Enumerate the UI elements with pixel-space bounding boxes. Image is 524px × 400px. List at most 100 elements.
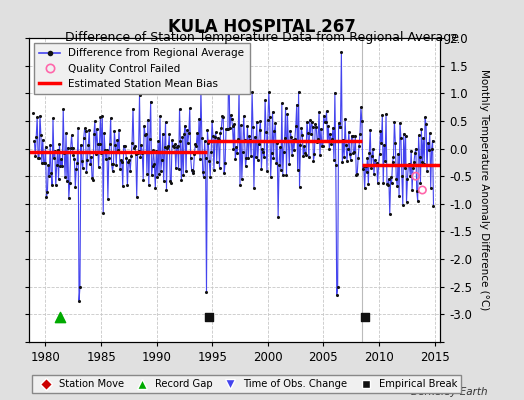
Point <box>323 138 332 144</box>
Point <box>358 166 367 172</box>
Point <box>310 151 319 158</box>
Point <box>259 149 267 156</box>
Point <box>150 161 159 167</box>
Point <box>82 169 91 175</box>
Point <box>144 117 152 123</box>
Point <box>297 124 305 131</box>
Point <box>307 131 315 138</box>
Point <box>414 132 423 139</box>
Point <box>205 314 213 320</box>
Point <box>375 161 383 168</box>
Point <box>370 157 379 163</box>
Point <box>211 134 219 140</box>
Point <box>176 106 184 112</box>
Point <box>343 157 351 164</box>
Point <box>46 142 54 148</box>
Point <box>117 157 125 163</box>
Point <box>279 171 287 178</box>
Point <box>58 163 67 170</box>
Point <box>340 154 348 160</box>
Point <box>32 134 40 140</box>
Point <box>102 156 110 162</box>
Point <box>282 172 291 178</box>
Point <box>390 118 399 125</box>
Point <box>273 140 281 146</box>
Point <box>76 284 84 290</box>
Point <box>143 170 151 177</box>
Point <box>252 154 260 160</box>
Point <box>200 174 208 180</box>
Point <box>210 167 218 174</box>
Point <box>330 157 338 164</box>
Point <box>142 131 150 137</box>
Point <box>231 156 239 162</box>
Point <box>241 137 249 143</box>
Point <box>42 194 51 200</box>
Point <box>119 142 128 149</box>
Point <box>190 151 199 158</box>
Point <box>290 147 298 154</box>
Point <box>44 162 52 169</box>
Point <box>118 183 127 190</box>
Point <box>112 162 121 168</box>
Point <box>304 154 313 161</box>
Point <box>300 143 308 149</box>
Point <box>177 177 185 183</box>
Point <box>37 131 45 138</box>
Point <box>429 203 438 209</box>
Point <box>289 136 297 143</box>
Point <box>321 119 329 125</box>
Point <box>264 117 272 123</box>
Point <box>170 143 178 150</box>
Point <box>416 179 424 186</box>
Point <box>281 105 290 111</box>
Point <box>204 140 213 146</box>
Point <box>249 124 257 130</box>
Point <box>336 124 345 130</box>
Point <box>407 148 416 154</box>
Point <box>140 123 148 129</box>
Point <box>95 141 104 147</box>
Point <box>164 143 172 150</box>
Point <box>212 129 220 136</box>
Point <box>89 177 97 183</box>
Text: KULA HOSPITAL 267: KULA HOSPITAL 267 <box>168 18 356 36</box>
Point <box>257 166 266 172</box>
Point <box>238 176 246 182</box>
Point <box>148 162 157 169</box>
Point <box>353 171 362 177</box>
Point <box>359 162 368 169</box>
Point <box>108 168 117 174</box>
Point <box>285 161 293 167</box>
Point <box>221 160 230 166</box>
Point <box>376 128 385 135</box>
Point <box>322 108 331 114</box>
Point <box>213 159 221 165</box>
Point <box>219 114 227 120</box>
Point <box>375 150 384 157</box>
Point <box>145 182 153 188</box>
Point <box>278 100 286 107</box>
Point <box>188 167 196 173</box>
Point <box>159 178 168 184</box>
Point <box>324 122 333 129</box>
Point <box>71 184 80 190</box>
Point <box>424 139 432 146</box>
Point <box>253 118 261 125</box>
Point <box>341 116 350 122</box>
Point <box>110 128 118 134</box>
Point <box>39 160 48 166</box>
Point <box>262 129 270 135</box>
Point <box>296 142 304 148</box>
Point <box>267 174 275 180</box>
Point <box>98 113 106 119</box>
Point <box>373 160 381 166</box>
Point <box>122 155 130 161</box>
Point <box>179 172 188 178</box>
Point <box>61 174 69 180</box>
Point <box>137 142 146 149</box>
Point <box>159 130 167 137</box>
Point <box>397 134 405 141</box>
Point <box>135 92 144 98</box>
Point <box>213 134 222 141</box>
